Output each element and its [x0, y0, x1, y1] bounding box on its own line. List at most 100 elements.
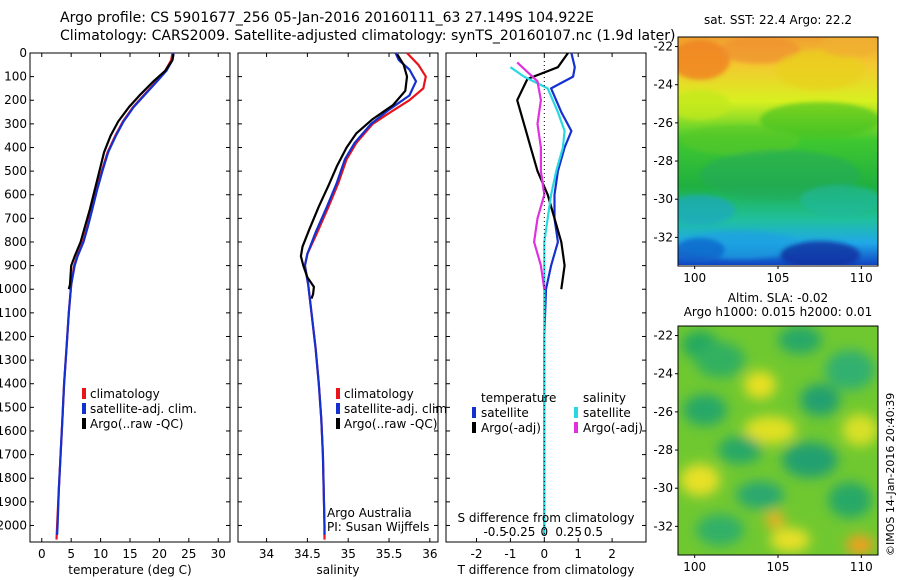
figure-title-line2: Climatology: CARS2009. Satellite-adjuste…	[60, 28, 676, 44]
legend-swatch	[82, 388, 86, 399]
legend-entry: satellite	[481, 406, 529, 420]
sla-map-title: Altim. SLA: -0.02	[728, 291, 828, 305]
legend-swatch	[336, 418, 340, 429]
y-tick-label: 400	[4, 140, 27, 154]
y-tick-label: 800	[4, 235, 27, 249]
map-y-tick-label: -28	[653, 443, 673, 457]
map-x-tick-label: 100	[683, 271, 706, 285]
salinity-diff-axis-label: S difference from climatology	[458, 511, 635, 525]
legend-swatch	[574, 407, 578, 418]
x-tick-label: -2	[471, 547, 483, 561]
map-y-tick-label: -22	[653, 329, 673, 343]
temperature-series-argo	[67, 53, 175, 290]
sst-map-image	[678, 37, 878, 266]
legend-swatch	[82, 418, 86, 429]
legend-swatch	[472, 407, 476, 418]
y-tick-label: 200	[4, 93, 27, 107]
map-y-tick-label: -22	[653, 40, 673, 54]
sst-map-title: sat. SST: 22.4 Argo: 22.2	[704, 13, 852, 27]
legend-swatch	[82, 403, 86, 414]
x-tick-label: 10	[93, 547, 108, 561]
x-tick-label: 35	[341, 547, 356, 561]
temperature-series-satellite	[56, 52, 175, 535]
temperature-x-axis-label: temperature (deg C)	[68, 563, 191, 577]
y-tick-label: 1600	[0, 424, 27, 438]
x-tick-label: 35.5	[376, 547, 403, 561]
map-y-tick-label: -24	[653, 367, 673, 381]
difference-series-argo_salinity	[516, 61, 546, 290]
map-x-tick-label: 105	[767, 560, 790, 574]
x-tick-label: -1	[504, 547, 516, 561]
legend-header-salinity: salinity	[583, 391, 626, 405]
map-y-tick-label: -32	[653, 230, 673, 244]
map-x-tick-label: 110	[850, 560, 873, 574]
map-y-tick-label: -26	[653, 405, 673, 419]
salinity-panel: 34 34.5 35 35.5 36 salinity climatologysatelli…	[237, 52, 451, 577]
sla-map-panel: -22 -24 -26 -28 -30 -32 100 105 110 Altim. SLA: -…	[653, 291, 879, 574]
y-tick-label: 100	[4, 70, 27, 84]
y-tick-label: 1900	[0, 495, 27, 509]
legend-entry: Argo(..raw -QC)	[90, 417, 183, 431]
difference-series-sat_salinity	[509, 66, 566, 535]
y-tick-label: 500	[4, 164, 27, 178]
x-tick-label: 34	[259, 547, 274, 561]
legend-entry: climatology	[344, 387, 414, 401]
x-tick-label: 30	[211, 547, 226, 561]
figure-title-line1: Argo profile: CS 5901677_256 05-Jan-2016…	[60, 10, 594, 26]
legend-entry: satellite-adj. clim.	[344, 402, 451, 416]
map-x-tick-label: 105	[767, 271, 790, 285]
y-tick-label: 1500	[0, 400, 27, 414]
temperature-panel: 0100200300400500600700800900100011001200…	[0, 46, 231, 577]
sla-map-image	[678, 326, 878, 555]
legend-entry: Argo(-adj)	[583, 421, 643, 435]
y-tick-label: 1300	[0, 353, 27, 367]
y-tick-label: 700	[4, 211, 27, 225]
y-tick-label: 1000	[0, 282, 27, 296]
legend-swatch	[336, 388, 340, 399]
x-tick-label: 15	[122, 547, 137, 561]
y-tick-label: 600	[4, 188, 27, 202]
map-y-tick-label: -30	[653, 192, 673, 206]
legend-entry: satellite	[583, 406, 631, 420]
annotation-pi: PI: Susan Wijffels	[327, 520, 429, 534]
y-tick-label: 1200	[0, 329, 27, 343]
y-tick-label: 1100	[0, 306, 27, 320]
legend-entry: climatology	[90, 387, 160, 401]
x-tick-label-salinity: 0	[540, 525, 548, 539]
x-tick-label: 1	[574, 547, 582, 561]
x-tick-label-salinity: 0.5	[584, 525, 603, 539]
x-tick-label: 34.5	[294, 547, 321, 561]
y-tick-label: 0	[19, 46, 27, 60]
legend-entry: satellite-adj. clim.	[90, 402, 197, 416]
sst-map-panel: -22 -24 -26 -28 -30 -32 100 105 110 sat. SST: 22.…	[653, 13, 879, 285]
y-tick-label: 2000	[0, 518, 27, 532]
legend-entry: Argo(..raw -QC)	[344, 417, 437, 431]
map-y-tick-label: -32	[653, 519, 673, 533]
y-tick-label: 300	[4, 117, 27, 131]
y-tick-label: 1800	[0, 471, 27, 485]
temperature-plot-frame	[29, 52, 231, 543]
x-tick-label: 5	[67, 547, 75, 561]
sla-map-subtitle: Argo h1000: 0.015 h2000: 0.01	[684, 305, 873, 319]
legend-header-temperature: temperature	[481, 391, 556, 405]
difference-panel: -2 -1 0 1 2 T difference from climatology -0.5…	[445, 52, 647, 577]
salinity-series-satellite	[303, 52, 418, 535]
x-tick-label: 20	[152, 547, 167, 561]
legend-entry: Argo(-adj)	[481, 421, 541, 435]
x-tick-label-salinity: 0.25	[555, 525, 582, 539]
imos-credit: ©IMOS 14-Jan-2016 20:40:39	[884, 393, 897, 556]
y-tick-label: 1400	[0, 377, 27, 391]
map-y-tick-label: -30	[653, 481, 673, 495]
map-y-tick-label: -26	[653, 116, 673, 130]
legend-swatch	[574, 422, 578, 433]
salinity-x-axis-label: salinity	[316, 563, 359, 577]
legend-swatch	[336, 403, 340, 414]
y-tick-label: 900	[4, 259, 27, 273]
salinity-series-argo	[299, 53, 409, 300]
x-tick-label: 36	[422, 547, 437, 561]
y-tick-label: 1700	[0, 448, 27, 462]
legend-swatch	[472, 422, 476, 433]
difference-x-axis-label: T difference from climatology	[457, 563, 635, 577]
x-tick-label: 0	[38, 547, 46, 561]
